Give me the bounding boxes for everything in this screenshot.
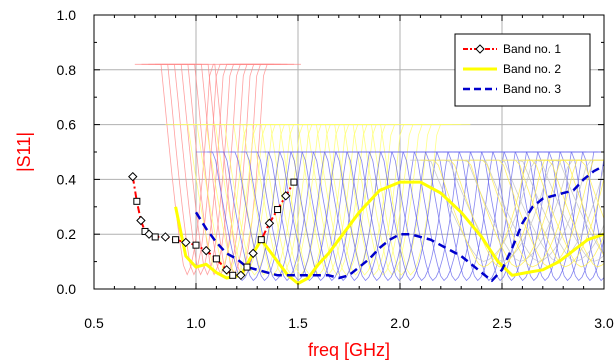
data-point xyxy=(151,233,159,241)
sweep-trace xyxy=(453,159,588,268)
sweep-trace xyxy=(538,159,604,256)
data-point xyxy=(133,197,141,205)
data-point xyxy=(181,237,191,248)
y-tick-label: 0.8 xyxy=(57,62,77,78)
data-point xyxy=(201,245,211,256)
x-tick-label: 1.5 xyxy=(288,315,308,331)
legend: Band no. 1 Band no. 2 Band no. 3 xyxy=(454,33,591,107)
data-point xyxy=(264,218,275,228)
sweep-trace xyxy=(358,124,471,276)
sweep-trace xyxy=(520,159,604,262)
series-line-3 xyxy=(194,164,604,283)
data-point xyxy=(221,265,232,275)
sweep-trace xyxy=(502,159,604,262)
x-axis-title: freq [GHz] xyxy=(308,340,390,360)
series-line-2 xyxy=(174,180,604,285)
data-point xyxy=(144,229,154,239)
axis-ticks xyxy=(93,14,605,290)
sweep-trace xyxy=(518,159,604,268)
data-point xyxy=(172,236,180,244)
data-point xyxy=(128,171,138,182)
data-point xyxy=(212,255,220,263)
y-tick-labels: 0.0 0.2 0.4 0.6 0.8 1.0 xyxy=(57,7,77,297)
x-tick-label: 2.5 xyxy=(492,315,512,331)
data-point xyxy=(236,270,246,281)
data-point xyxy=(290,178,298,186)
data-point xyxy=(243,263,251,271)
legend-marker xyxy=(475,44,485,54)
sweep-trace xyxy=(566,151,604,259)
sweep-trace xyxy=(567,159,604,220)
x-tick-labels: 0.5 1.0 1.5 2.0 2.5 3.0 xyxy=(84,315,614,331)
y-axis-title: |S11| xyxy=(14,132,34,172)
data-point xyxy=(281,191,291,201)
legend-label-1: Band no. 1 xyxy=(503,42,561,56)
y-tick-label: 0.6 xyxy=(57,117,77,133)
series-markers xyxy=(128,171,298,281)
sweep-trace xyxy=(534,159,604,268)
data-point xyxy=(192,241,200,249)
y-tick-label: 0.2 xyxy=(57,226,77,242)
x-tick-label: 3.0 xyxy=(594,315,614,331)
legend-label-2: Band no. 2 xyxy=(503,62,561,76)
data-point xyxy=(136,215,146,226)
data-point xyxy=(229,271,237,279)
data-point xyxy=(274,206,282,214)
data-point xyxy=(257,236,265,244)
y-tick-label: 0.4 xyxy=(57,171,77,187)
legend-label-3: Band no. 3 xyxy=(503,82,561,96)
series-line-1 xyxy=(131,176,295,277)
x-tick-label: 0.5 xyxy=(84,315,104,331)
sweep-trace xyxy=(551,159,604,257)
y-tick-label: 0.0 xyxy=(57,281,77,297)
data-point xyxy=(248,248,258,259)
y-tick-label: 1.0 xyxy=(57,7,77,23)
sweep-trace xyxy=(420,159,555,268)
x-tick-label: 1.0 xyxy=(186,315,206,331)
data-point xyxy=(160,232,171,242)
legend-items: Band no. 1 Band no. 2 Band no. 3 xyxy=(463,42,561,96)
sweep-trace xyxy=(502,159,604,268)
series-lines xyxy=(131,164,604,285)
x-tick-label: 2.0 xyxy=(390,315,410,331)
sweep-trace xyxy=(469,159,604,268)
